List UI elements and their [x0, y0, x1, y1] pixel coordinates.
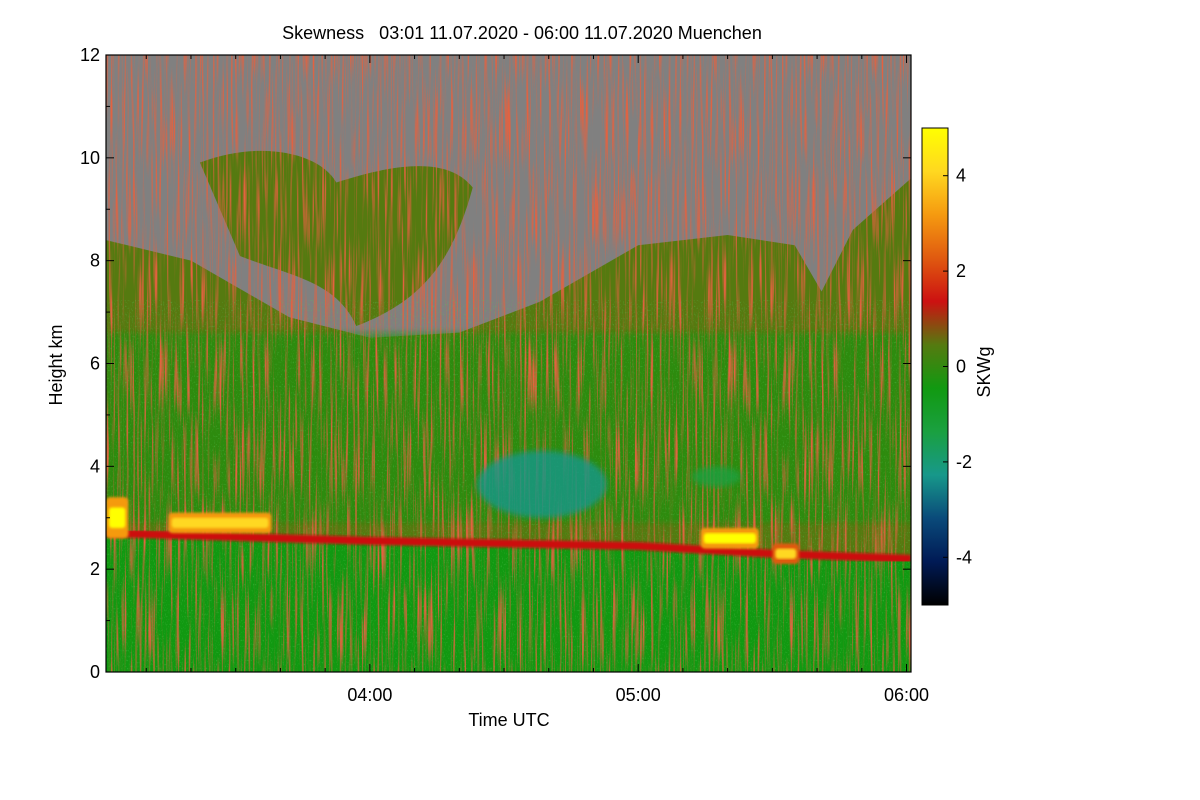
positive-skewness-core-3	[775, 548, 797, 559]
negative-skewness-patch-0	[477, 450, 607, 518]
y-axis-ticks: 0 2 4 6 8 10 12	[80, 45, 911, 682]
x-tick-label: 04:00	[347, 685, 392, 705]
y-tick-label: 4	[90, 456, 100, 476]
colorbar-tick-label: 4	[956, 166, 966, 186]
y-tick-label: 12	[80, 45, 100, 65]
colorbar-tick-label: 2	[956, 261, 966, 281]
chart-title: Skewness 03:01 11.07.2020 - 06:00 11.07.…	[282, 23, 762, 43]
positive-skewness-patches	[106, 497, 800, 565]
colorbar-tick-label: 0	[956, 357, 966, 377]
y-tick-label: 0	[90, 662, 100, 682]
x-tick-label: 06:00	[884, 685, 929, 705]
y-tick-label: 2	[90, 559, 100, 579]
colorbar-tick-label: -4	[956, 547, 972, 567]
y-tick-label: 8	[90, 251, 100, 271]
y-tick-label: 6	[90, 354, 100, 374]
colorbar-label: SKWg	[974, 346, 994, 397]
y-axis-label: Height km	[46, 324, 66, 405]
positive-skewness-core-2	[703, 533, 756, 544]
heatmap-area	[106, 55, 911, 672]
y-tick-label: 10	[80, 148, 100, 168]
positive-skewness-core-1	[171, 517, 269, 529]
negative-skewness-patch-1	[691, 466, 742, 487]
negative-skewness-patches	[477, 450, 742, 518]
x-axis-ticks: 04:00 05:00 06:00	[145, 55, 929, 705]
colorbar-tick-label: -2	[956, 452, 972, 472]
positive-skewness-core-0	[109, 507, 126, 529]
x-axis-label: Time UTC	[468, 710, 549, 730]
x-tick-label: 05:00	[616, 685, 661, 705]
colorbar-ticks: 4 2 0 -2 -4	[943, 166, 972, 567]
boundary-layer-top-line	[106, 529, 911, 563]
